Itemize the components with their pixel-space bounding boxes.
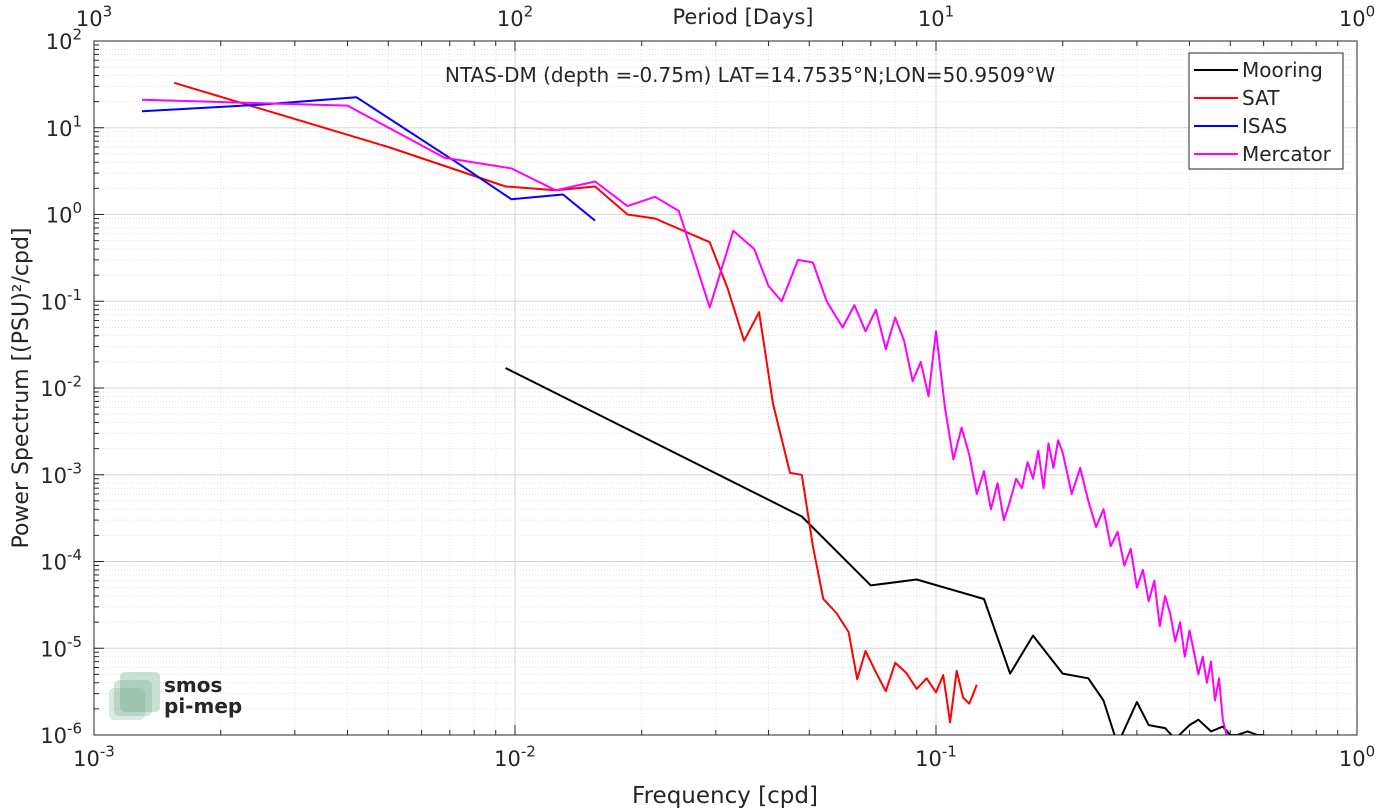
- y-tick-label: 10-3: [40, 459, 82, 487]
- legend-box: [1188, 52, 1344, 170]
- legend-label-mooring: Mooring: [1242, 58, 1323, 82]
- y-tick-label: 10-6: [40, 720, 82, 748]
- logo-text-pi-mep: pi-mep: [164, 694, 242, 718]
- legend: Mooring SAT ISAS Mercator: [1188, 52, 1344, 170]
- logo-text-smos: smos: [164, 673, 222, 697]
- y-tick-label: 102: [46, 26, 82, 54]
- top-axis-label: Period [Days]: [673, 5, 814, 29]
- top-tick-label: 101: [918, 3, 954, 31]
- top-tick-label: 102: [497, 3, 533, 31]
- legend-label-isas: ISAS: [1242, 114, 1287, 138]
- top-tick-label: 103: [76, 3, 112, 31]
- minor-grid: [94, 41, 1357, 735]
- y-tick-label: 10-1: [40, 286, 82, 314]
- major-grid: [93, 40, 1358, 736]
- x-tick-label: 10-2: [494, 743, 536, 771]
- y-tick-label: 101: [46, 112, 82, 140]
- x-axis-label: Frequency [cpd]: [632, 783, 818, 809]
- logo-mark-icon: [109, 672, 160, 720]
- series-line-isas: [141, 96, 596, 222]
- y-axis-label: Power Spectrum [(PSU)²/cpd]: [9, 227, 34, 548]
- x-tick-label: 10-1: [915, 743, 957, 771]
- series-line-mercator: [141, 98, 1228, 735]
- x-tick-label: 10-3: [73, 743, 115, 771]
- y-tick-label: 10-2: [40, 373, 82, 401]
- smos-pi-mep-logo: smos pi-mep: [109, 672, 242, 720]
- chart-title: NTAS-DM (depth =-0.75m) LAT=14.7535°N;LO…: [445, 63, 1055, 87]
- tick-marks: [93, 40, 1358, 736]
- series-line-mooring: [505, 367, 1266, 735]
- top-tick-label: 100: [1339, 3, 1375, 31]
- series-line-sat: [173, 81, 978, 724]
- y-tick-label: 100: [46, 199, 82, 227]
- legend-label-mercator: Mercator: [1242, 142, 1332, 166]
- series-layer: [141, 81, 1266, 735]
- y-tick-label: 10-4: [40, 546, 82, 574]
- x-tick-label: 100: [1339, 743, 1375, 771]
- legend-label-sat: SAT: [1242, 86, 1280, 110]
- y-tick-label: 10-5: [40, 633, 82, 661]
